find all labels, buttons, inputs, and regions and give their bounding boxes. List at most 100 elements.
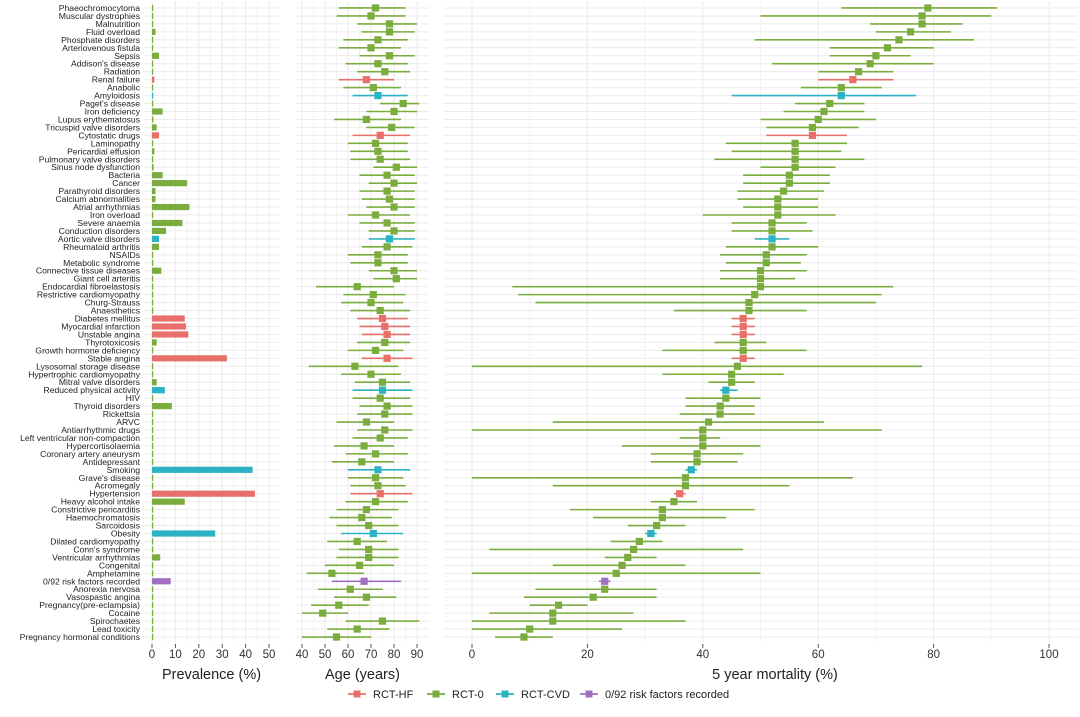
point-estimate: [376, 490, 384, 498]
prevalence-bar: [152, 586, 154, 593]
row-label: Pericardial effusion: [67, 146, 140, 156]
point-estimate: [808, 123, 817, 132]
point-estimate: [385, 52, 393, 60]
legend-key: [501, 690, 509, 698]
point-estimate: [791, 147, 799, 155]
prevalence-bar: [152, 275, 154, 282]
point-estimate: [820, 107, 828, 116]
row-label: Left ventricular non-compaction: [20, 433, 140, 443]
row-label: Endocardial fibroelastosis: [42, 282, 140, 292]
row-label: Cocaine: [108, 608, 140, 618]
row-label: Radiation: [104, 67, 141, 77]
row-label: ARVC: [116, 417, 140, 427]
point-estimate: [353, 537, 361, 546]
point-estimate: [739, 346, 747, 354]
point-estimate: [647, 529, 655, 538]
row-label: Metabolic syndrome: [63, 258, 140, 268]
point-estimate: [728, 378, 736, 386]
point-estimate: [883, 44, 892, 52]
row-label: HIV: [126, 393, 141, 403]
tick-label: 60: [342, 649, 355, 661]
point-estimate: [376, 155, 384, 163]
row-label: Lysosomal storage disease: [36, 361, 140, 371]
tick-label: 40: [296, 649, 309, 661]
row-label: Constrictive pericarditis: [51, 505, 140, 515]
point-estimate: [362, 506, 370, 514]
prevalence-bar: [152, 60, 154, 67]
point-estimate: [762, 259, 770, 267]
prevalence-bar: [152, 172, 163, 179]
point-estimate: [390, 227, 398, 235]
point-estimate: [362, 418, 370, 426]
tick-label: 30: [216, 649, 229, 661]
point-estimate: [378, 617, 387, 625]
row-label: Cytostatic drugs: [78, 130, 140, 140]
age-panel: 40 50 60 70 80 90 Age (years): [296, 2, 429, 683]
row-label: Ventricular arrhythmias: [52, 552, 140, 562]
row-label: Sepsis: [114, 51, 140, 61]
row-label: Phosphate disorders: [61, 35, 140, 45]
point-estimate: [376, 306, 384, 315]
prevalence-bar: [152, 610, 154, 617]
prevalence-bar: [152, 299, 154, 306]
point-estimate: [768, 235, 776, 243]
point-estimate: [353, 625, 361, 633]
prevalence-bar: [152, 546, 154, 553]
row-label: Addison's disease: [71, 59, 140, 69]
legend-key: [585, 690, 593, 698]
prevalence-bar: [152, 243, 160, 250]
row-label: Congenital: [99, 560, 140, 570]
prevalence-bar: [152, 602, 154, 609]
prevalence-bar: [152, 395, 154, 402]
prevalence-bar: [152, 363, 154, 370]
point-estimate: [716, 402, 724, 410]
axis-title: 5 year mortality (%): [712, 667, 838, 683]
point-estimate: [745, 298, 753, 307]
prevalence-bar: [152, 44, 154, 51]
prevalence-bar: [152, 156, 154, 163]
prevalence-bar: [152, 124, 157, 131]
mortality-panel: 0 20 40 60 80 100 5 year mortality (%): [444, 2, 1078, 683]
tick-label: 40: [696, 649, 709, 661]
prevalence-bar: [152, 307, 154, 314]
row-label: NSAIDs: [109, 250, 140, 260]
row-label: Hypertension: [89, 489, 140, 499]
point-estimate: [526, 625, 534, 633]
prevalence-bar: [152, 259, 154, 266]
point-estimate: [756, 283, 765, 291]
point-estimate: [629, 545, 638, 554]
point-estimate: [399, 99, 407, 108]
row-label: Aortic valve disorders: [58, 234, 140, 244]
prevalence-bar: [152, 474, 154, 481]
prevalence-bar: [152, 4, 154, 12]
prevalence-bar: [152, 594, 154, 601]
legend-label: RCT-HF: [373, 689, 414, 701]
point-estimate: [699, 434, 707, 442]
point-estimate: [381, 68, 389, 76]
tick-label: 10: [169, 649, 182, 661]
point-estimate: [372, 211, 380, 219]
point-estimate: [374, 466, 382, 474]
prevalence-bar: [152, 498, 185, 505]
point-estimate: [390, 179, 398, 187]
row-label: Thyroid disorders: [74, 401, 140, 411]
point-estimate: [756, 275, 765, 283]
point-estimate: [618, 561, 626, 569]
row-label: Atrial arrhythmias: [73, 202, 140, 212]
prevalence-bar: [152, 347, 154, 354]
point-estimate: [332, 633, 341, 641]
point-estimate: [390, 107, 398, 116]
point-estimate: [385, 235, 393, 243]
tick-label: 20: [192, 649, 205, 661]
row-label: Pulmonary valve disorders: [39, 154, 140, 164]
point-estimate: [358, 513, 366, 522]
point-estimate: [549, 617, 557, 625]
prevalence-bar: [152, 578, 171, 585]
point-estimate: [699, 426, 707, 434]
prevalence-bar: [152, 331, 189, 338]
row-label: Phaeochromocytoma: [59, 3, 140, 13]
point-estimate: [739, 314, 747, 323]
prevalence-bar: [152, 562, 154, 569]
point-estimate: [693, 450, 701, 458]
row-label: Sinus node dysfunction: [51, 162, 140, 172]
